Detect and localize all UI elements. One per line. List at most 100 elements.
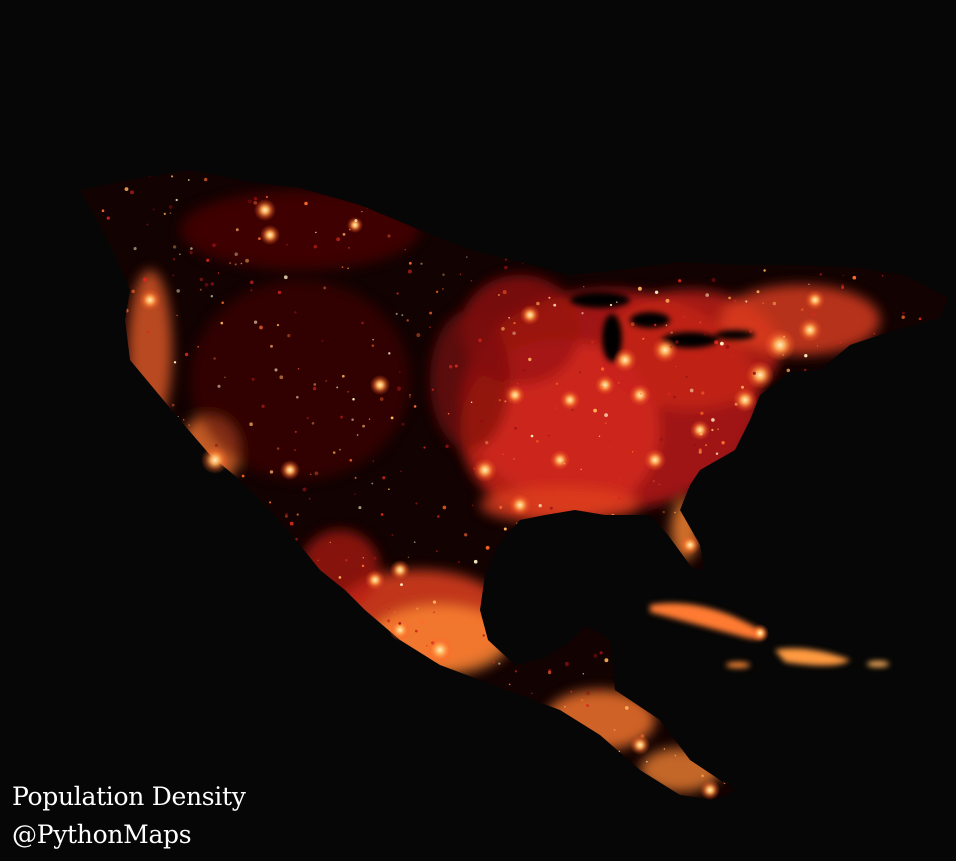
- city-light: [613, 348, 637, 372]
- speckle: [269, 501, 272, 504]
- city-light: [644, 449, 666, 471]
- speckle: [311, 421, 315, 425]
- speckle: [613, 729, 616, 731]
- speckle: [397, 386, 401, 391]
- speckle: [881, 274, 884, 277]
- speckle: [362, 557, 364, 559]
- speckle: [675, 365, 677, 368]
- speckle: [169, 212, 172, 214]
- speckle: [498, 399, 501, 402]
- city-light: [560, 390, 580, 410]
- speckle: [711, 418, 715, 422]
- city-light: [764, 329, 796, 361]
- speckle: [313, 383, 317, 386]
- speckle: [705, 293, 709, 297]
- speckle: [368, 418, 371, 420]
- speckle: [426, 645, 428, 647]
- speckle: [253, 200, 258, 205]
- speckle: [580, 468, 582, 471]
- speckle: [499, 505, 503, 509]
- speckle: [253, 320, 258, 324]
- speckle: [714, 340, 719, 345]
- speckle: [598, 435, 601, 438]
- speckle: [504, 265, 508, 270]
- speckle: [356, 434, 359, 436]
- speckle: [535, 439, 539, 443]
- speckle: [654, 290, 659, 294]
- speckle: [442, 273, 445, 276]
- speckle: [130, 190, 134, 195]
- speckle: [510, 510, 514, 514]
- speckle: [841, 284, 845, 287]
- speckle: [429, 311, 433, 315]
- speckle: [762, 302, 764, 304]
- speckle: [734, 402, 738, 406]
- speckle: [240, 262, 243, 265]
- speckle: [304, 201, 308, 206]
- speckle: [852, 275, 857, 280]
- speckle: [159, 308, 162, 311]
- speckle: [306, 416, 309, 420]
- speckle: [640, 734, 645, 738]
- speckle: [372, 460, 375, 462]
- speckle: [269, 470, 274, 474]
- speckle: [348, 228, 351, 231]
- speckle: [748, 329, 753, 333]
- speckle: [442, 505, 447, 510]
- speckle: [604, 422, 607, 425]
- speckle: [251, 377, 255, 381]
- speckle: [699, 431, 703, 436]
- speckle: [473, 559, 478, 564]
- speckle: [700, 411, 704, 415]
- speckle: [400, 470, 402, 472]
- caribbean-islands: [650, 603, 889, 668]
- speckle: [388, 488, 390, 491]
- speckle: [310, 473, 312, 475]
- speckle: [184, 352, 189, 357]
- speckle: [566, 665, 568, 667]
- speckle: [608, 480, 610, 483]
- speckle: [842, 274, 844, 276]
- speckle: [701, 391, 705, 395]
- speckle: [763, 269, 766, 272]
- speckle: [631, 451, 634, 453]
- speckle: [485, 440, 489, 445]
- speckle: [873, 332, 876, 335]
- speckle: [204, 282, 209, 287]
- speckle: [398, 371, 401, 374]
- city-light: [751, 624, 769, 642]
- city-light: [426, 636, 454, 664]
- city-light: [389, 619, 411, 641]
- speckle: [398, 622, 402, 625]
- speckle: [362, 424, 366, 428]
- speckle: [816, 345, 819, 347]
- speckle: [728, 296, 731, 300]
- speckle: [234, 252, 238, 256]
- speckle: [819, 273, 822, 276]
- speckle: [336, 237, 340, 242]
- speckle: [504, 258, 508, 261]
- speckle: [338, 576, 342, 579]
- speckle: [554, 406, 558, 410]
- speckle: [394, 611, 396, 613]
- speckle: [447, 412, 450, 415]
- speckle: [361, 564, 365, 568]
- speckle: [177, 415, 179, 418]
- speckle: [435, 290, 439, 293]
- speckle: [261, 404, 265, 408]
- speckle: [637, 286, 642, 291]
- speckle: [172, 245, 177, 249]
- speckle: [513, 458, 515, 460]
- speckle: [701, 774, 705, 778]
- speckle: [245, 258, 249, 263]
- speckle: [711, 428, 714, 432]
- speckle: [407, 269, 412, 274]
- speckle: [678, 279, 682, 283]
- speckle: [699, 321, 702, 324]
- speckle: [600, 385, 604, 389]
- speckle: [654, 323, 657, 327]
- speckle: [342, 233, 346, 236]
- speckle: [143, 277, 147, 282]
- speckle: [276, 323, 280, 327]
